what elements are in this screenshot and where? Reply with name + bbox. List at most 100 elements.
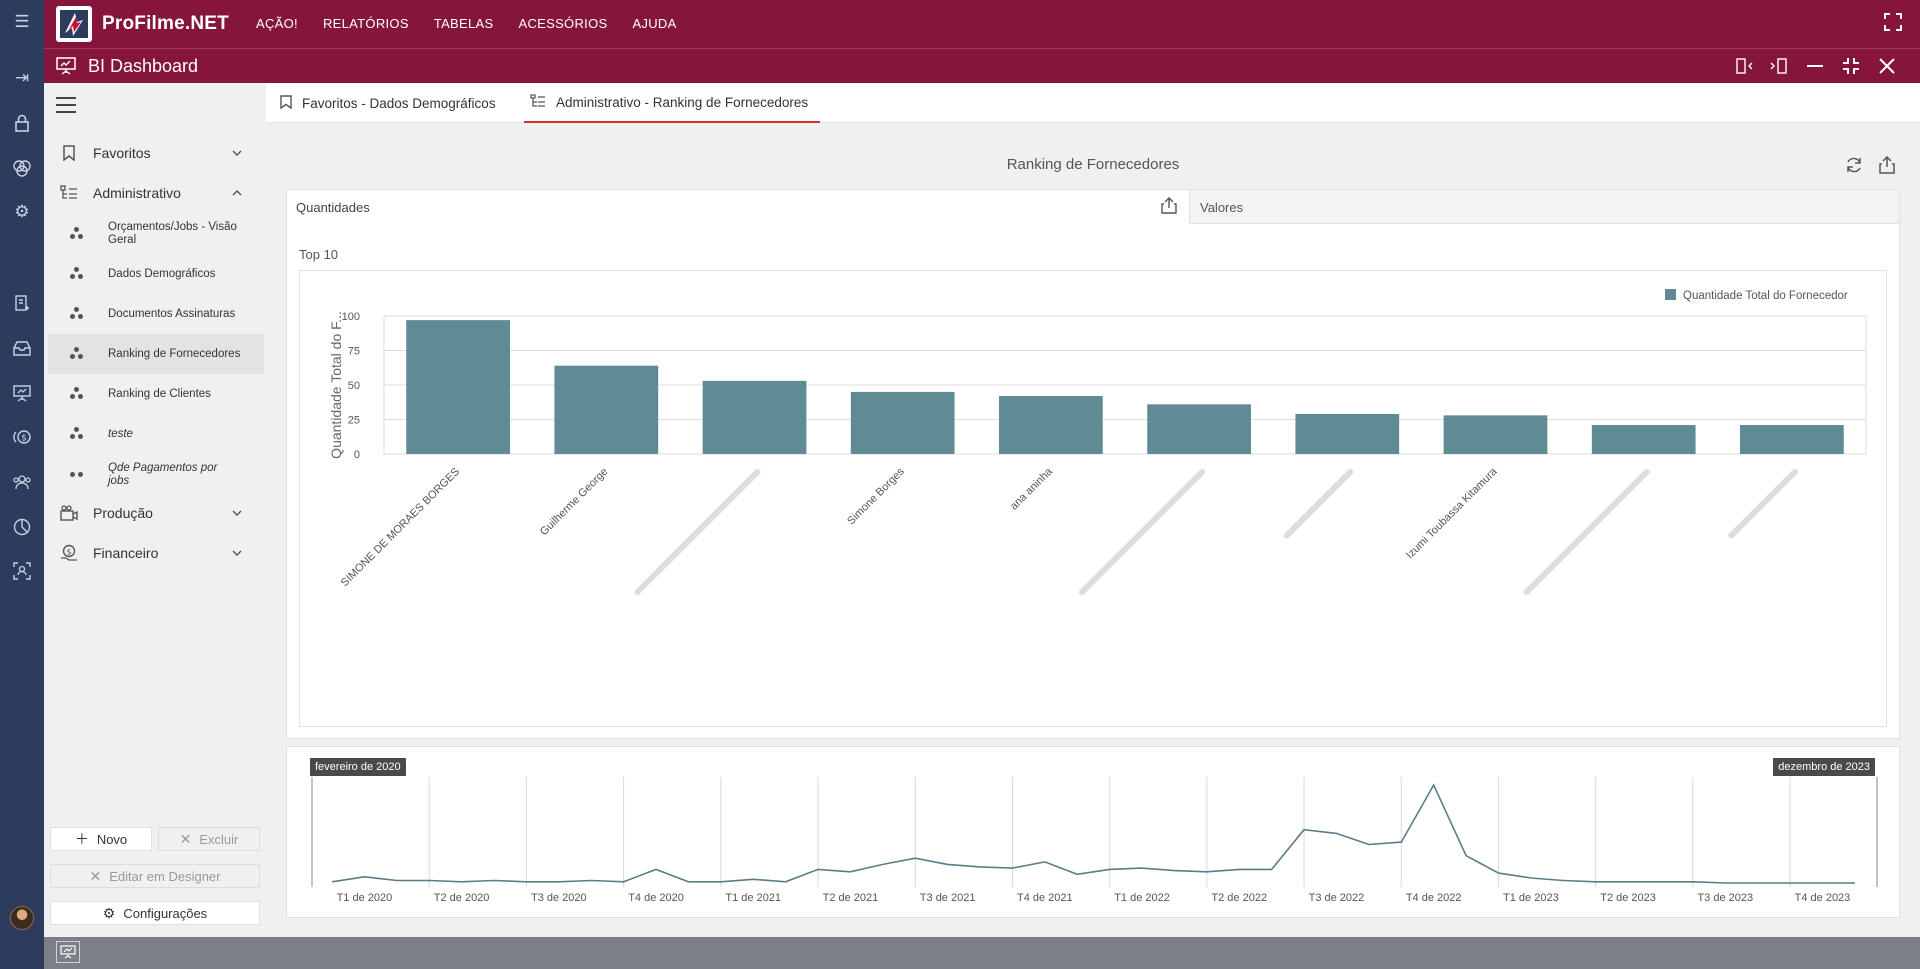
bar (1147, 404, 1251, 454)
app-rail: ☰ ⇥ ⚙ $ (0, 0, 44, 969)
panel-tab-label: Valores (1200, 200, 1244, 215)
sidebar-group-favoritos[interactable]: Favoritos (44, 137, 264, 169)
svg-text:$: $ (21, 434, 27, 444)
money-icon[interactable]: $ (10, 425, 34, 449)
hierarchy-icon (60, 184, 78, 202)
users-icon[interactable] (10, 470, 34, 494)
close-icon[interactable] (1876, 56, 1898, 76)
sidebar-group-administrativo[interactable]: Administrativo (44, 177, 264, 209)
menu-relatorios[interactable]: RELATÓRIOS (322, 16, 409, 31)
x-tick-label-redacted (634, 469, 761, 596)
x-tick-label: T2 de 2020 (434, 892, 490, 904)
sidebar-toggle-icon[interactable] (56, 97, 76, 113)
dock-left-icon[interactable] (1734, 56, 1756, 76)
bar (999, 396, 1103, 454)
x-tick-label: T2 de 2023 (1600, 892, 1656, 904)
bar (406, 320, 510, 454)
camera-icon (60, 504, 78, 522)
range-end-label[interactable]: dezembro de 2023 (1773, 758, 1875, 776)
window-title: BI Dashboard (88, 56, 199, 76)
dock-right-icon[interactable] (1767, 56, 1789, 76)
menu-tabelas[interactable]: TABELAS (433, 16, 494, 31)
configuracoes-button[interactable]: ⚙ Configurações (50, 901, 260, 925)
refresh-icon[interactable] (1843, 154, 1865, 176)
x-tick-label: T4 de 2022 (1406, 892, 1462, 904)
panel-tab-quantidades[interactable]: Quantidades (287, 190, 1189, 226)
document-plus-icon[interactable] (10, 292, 34, 316)
dashboard-title: Ranking de Fornecedores (1006, 156, 1180, 173)
x-tick-label: T3 de 2021 (920, 892, 976, 904)
tab-label: Administrativo - Ranking de Fornecedores (556, 94, 809, 110)
editar-label: Editar em Designer (109, 868, 221, 884)
sidebar-item-teste[interactable]: teste (48, 418, 264, 450)
minimize-icon[interactable] (1804, 56, 1826, 76)
chevron-up-icon (232, 187, 242, 199)
menu-acessorios[interactable]: ACESSÓRIOS (518, 16, 608, 31)
sidebar-item-dados-demograficos[interactable]: Dados Demográficos (48, 258, 264, 290)
lock-icon[interactable] (10, 111, 34, 135)
x-tick-label: T4 de 2023 (1795, 892, 1851, 904)
user-scan-icon[interactable] (10, 559, 34, 583)
sidebar: Favoritos Administrativo Orçamentos/Jobs… (44, 83, 264, 937)
presentation-icon[interactable] (10, 381, 34, 405)
bar (1295, 413, 1400, 454)
app-logo (56, 6, 92, 42)
svg-text:$: $ (66, 548, 71, 557)
panel-tab-bar: Quantidades Valores (287, 190, 1899, 226)
inbox-icon[interactable] (10, 336, 34, 360)
bar (1591, 425, 1696, 454)
settings-icon[interactable]: ⚙ (14, 202, 30, 221)
x-tick-label: T1 de 2023 (1503, 892, 1559, 904)
dots-icon (70, 227, 84, 241)
circles-icon[interactable] (10, 156, 34, 180)
sidebar-item-ranking-fornecedores[interactable]: Ranking de Fornecedores (48, 334, 264, 374)
sidebar-item-orcamentos[interactable]: Orçamentos/Jobs - Visão Geral (48, 215, 264, 253)
panel-tab-valores[interactable]: Valores (1189, 190, 1899, 224)
sidebar-item-documentos[interactable]: Documentos Assinaturas (48, 298, 264, 330)
y-tick-label: 0 (354, 449, 360, 461)
fullscreen-icon[interactable] (1884, 13, 1902, 36)
bar (554, 365, 659, 454)
sidebar-item-label: Ranking de Fornecedores (108, 347, 241, 360)
sidebar-item-label: Dados Demográficos (108, 267, 216, 280)
dashboard-area: Ranking de Fornecedores Quantidades Valo… (266, 124, 1920, 937)
novo-button[interactable]: ＋ Novo (50, 827, 152, 851)
bar-chart-container: 0 25 50 75 100 Quantidade Total do F... SIMONE… (299, 270, 1887, 727)
tab-favoritos-dados-demograficos[interactable]: Favoritos - Dados Demográficos (278, 83, 498, 123)
x-tick-label: T2 de 2022 (1211, 892, 1267, 904)
editar-designer-button[interactable]: ✕ Editar em Designer (50, 864, 260, 888)
sidebar-group-label: Produção (93, 505, 153, 521)
excluir-label: Excluir (199, 831, 239, 847)
pie-chart-icon[interactable] (10, 515, 34, 539)
dots-icon (70, 307, 84, 321)
excluir-button[interactable]: ✕ Excluir (158, 827, 260, 851)
sidebar-item-qde-pagamentos[interactable]: Qde Pagamentos por jobs (48, 455, 264, 495)
menu-icon[interactable]: ☰ (14, 12, 30, 31)
menu-acao[interactable]: AÇÃO! (256, 16, 298, 31)
bookmark-icon (280, 94, 292, 112)
x-tick-label: ana aninha (1008, 465, 1056, 513)
x-tick-label: T3 de 2022 (1309, 892, 1365, 904)
menu-ajuda[interactable]: AJUDA (632, 16, 677, 31)
x-tick-label: Simone Borges (845, 465, 907, 527)
export-icon[interactable] (1161, 197, 1177, 218)
tab-administrativo-ranking-fornecedores[interactable]: Administrativo - Ranking de Fornecedores (524, 83, 821, 123)
sidebar-group-label: Financeiro (93, 545, 159, 561)
panel-tab-label: Quantidades (296, 200, 370, 215)
series-line (331, 783, 1855, 884)
range-start-label[interactable]: fevereiro de 2020 (310, 758, 406, 776)
sidebar-group-financeiro[interactable]: $ Financeiro (44, 537, 264, 569)
sidebar-item-label: Qde Pagamentos por jobs (108, 462, 218, 487)
user-avatar[interactable] (10, 906, 34, 930)
x-tick-label-redacted (1283, 469, 1354, 539)
sidebar-item-ranking-clientes[interactable]: Ranking de Clientes (48, 378, 264, 410)
sidebar-group-producao[interactable]: Produção (44, 497, 264, 529)
restore-icon[interactable] (1840, 56, 1862, 76)
bottom-taskbar (44, 937, 1920, 969)
login-icon[interactable]: ⇥ (14, 68, 30, 87)
export-icon[interactable] (1876, 154, 1898, 176)
main-menu: AÇÃO! RELATÓRIOS TABELAS ACESSÓRIOS AJUD… (256, 16, 702, 31)
x-tick-label: T1 de 2022 (1114, 892, 1170, 904)
dashboard-icon[interactable] (56, 941, 80, 963)
chart-subtitle: Top 10 (299, 247, 339, 262)
